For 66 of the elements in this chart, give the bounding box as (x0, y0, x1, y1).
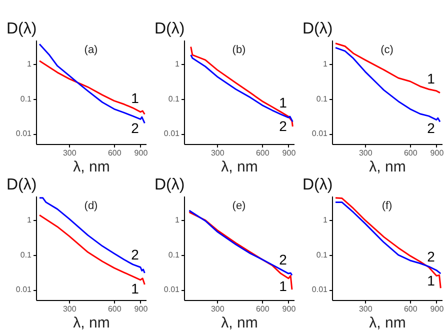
y-axis-title: D(λ) (6, 176, 37, 194)
y-tick-label: 0.01 (16, 129, 32, 138)
y-tick-label: 0.1 (316, 250, 328, 260)
x-tick-label: 300 (358, 148, 373, 158)
y-tick-label: 0.01 (16, 285, 32, 294)
x-axis-title: λ, nm (369, 314, 406, 331)
x-tick-label: 600 (256, 304, 270, 314)
chart-title: (d) (84, 200, 98, 212)
series-label: 2 (279, 118, 288, 134)
chart-title: (f) (382, 200, 392, 212)
y-tick-label: 0.01 (164, 285, 180, 294)
y-tick-label: 0.1 (316, 94, 328, 104)
x-tick-label: 900 (134, 148, 148, 158)
x-axis-title: λ, nm (221, 158, 258, 176)
x-tick-label: 600 (404, 304, 418, 314)
series-label: 1 (131, 90, 140, 106)
series-label: 1 (279, 94, 288, 110)
y-axis-title: D(λ) (302, 20, 333, 38)
series-label: 1 (427, 272, 436, 289)
x-axis-title: λ, nm (221, 314, 258, 331)
y-tick-label: 1 (323, 216, 328, 225)
y-tick-label: 0.01 (312, 129, 328, 138)
y-tick-label: 1 (27, 60, 32, 69)
y-tick-label: 1 (175, 60, 180, 69)
y-axis-title: D(λ) (302, 176, 333, 194)
chart-title: (c) (380, 44, 394, 56)
series-label: 2 (131, 120, 140, 136)
chart-title: (e) (232, 200, 246, 212)
y-tick-label: 1 (175, 216, 180, 225)
y-tick-label: 0.01 (312, 285, 328, 294)
x-tick-label: 900 (282, 304, 296, 314)
y-tick-label: 0.1 (168, 94, 180, 104)
series-label: 2 (279, 252, 288, 268)
x-axis-title: λ, nm (369, 158, 406, 176)
x-tick-label: 900 (430, 148, 444, 158)
y-tick-label: 1 (27, 216, 32, 225)
x-tick-label: 300 (62, 148, 77, 158)
x-tick-label: 900 (134, 304, 148, 314)
y-tick-label: 0.1 (20, 250, 32, 260)
chart-title: (b) (232, 44, 246, 56)
x-tick-label: 300 (358, 304, 373, 314)
y-axis-title: D(λ) (154, 176, 185, 194)
y-tick-label: 0.1 (168, 250, 180, 260)
y-tick-label: 1 (323, 60, 328, 69)
y-tick-label: 0.1 (20, 94, 32, 104)
x-tick-label: 300 (210, 148, 225, 158)
y-tick-label: 0.01 (164, 129, 180, 138)
x-tick-label: 600 (108, 148, 122, 158)
x-tick-label: 900 (282, 148, 296, 158)
x-tick-label: 600 (108, 304, 122, 314)
y-axis-title: D(λ) (154, 20, 185, 38)
chart-title: (a) (84, 44, 98, 56)
y-axis-title: D(λ) (6, 20, 37, 38)
series-label: 2 (131, 246, 140, 262)
x-tick-label: 600 (404, 148, 418, 158)
x-tick-label: 900 (430, 304, 444, 314)
series-label: 1 (427, 70, 436, 87)
x-axis-title: λ, nm (73, 314, 110, 331)
x-tick-label: 600 (256, 148, 270, 158)
series-label: 2 (427, 248, 436, 265)
x-tick-label: 300 (62, 304, 77, 314)
x-tick-label: 300 (210, 304, 225, 314)
series-label: 2 (427, 120, 436, 136)
x-axis-title: λ, nm (73, 158, 110, 176)
series-label: 1 (131, 280, 140, 296)
series-label: 1 (279, 278, 288, 294)
